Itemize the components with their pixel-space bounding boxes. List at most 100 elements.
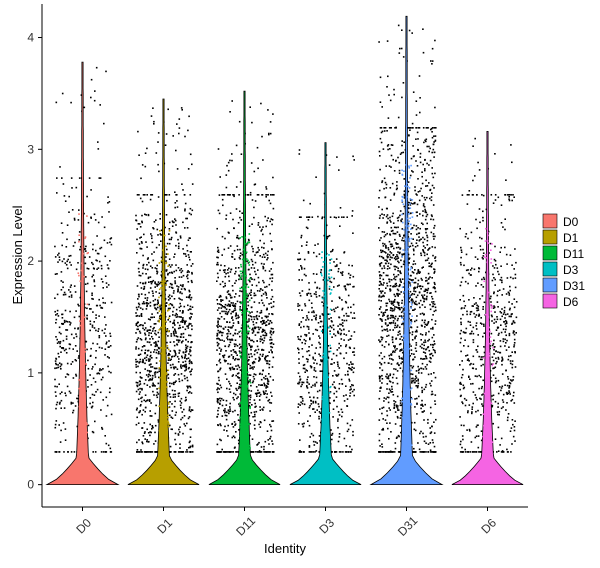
jitter-point [415, 211, 418, 214]
jitter-point [137, 130, 139, 133]
jitter-point [314, 451, 316, 453]
jitter-point [217, 256, 219, 259]
jitter-point [414, 277, 417, 280]
jitter-point [109, 447, 112, 450]
jitter-point [216, 400, 219, 403]
jitter-point [141, 164, 144, 166]
jitter-point [65, 264, 68, 266]
jitter-point [186, 271, 189, 274]
jitter-point [68, 321, 71, 323]
jitter-point [399, 247, 402, 249]
jitter-point [174, 329, 176, 331]
jitter-point [390, 127, 392, 129]
jitter-point [180, 316, 182, 318]
jitter-point [231, 285, 234, 287]
jitter-point [389, 451, 392, 453]
jitter-point [109, 260, 111, 262]
jitter-point [298, 309, 300, 311]
jitter-point [339, 207, 342, 209]
jitter-point [382, 272, 385, 274]
jitter-point [146, 305, 148, 308]
jitter-point [250, 162, 253, 164]
jitter-point [481, 405, 484, 407]
jitter-point [70, 296, 73, 298]
jitter-point [477, 309, 480, 311]
jitter-point [171, 295, 173, 298]
jitter-point [421, 279, 423, 281]
jitter-point [247, 332, 250, 335]
jitter-point [315, 314, 318, 316]
jitter-point [490, 332, 493, 335]
jitter-point [379, 361, 381, 364]
jitter-point [146, 304, 148, 306]
jitter-point [186, 277, 189, 280]
jitter-point [96, 372, 98, 375]
jitter-point [346, 422, 349, 425]
jitter-point [315, 291, 317, 293]
jitter-point [136, 360, 139, 363]
jitter-point [341, 322, 344, 324]
jitter-point [411, 333, 414, 336]
jitter-point [233, 343, 236, 345]
jitter-point [97, 330, 99, 332]
jitter-point [398, 252, 401, 255]
jitter-point [410, 266, 413, 268]
jitter-point [58, 356, 60, 358]
jitter-point [166, 280, 169, 282]
jitter-point [462, 368, 464, 371]
jitter-point [267, 194, 269, 196]
jitter-point [254, 358, 257, 360]
jitter-point [381, 443, 383, 445]
jitter-point [248, 320, 250, 322]
jitter-point [94, 451, 97, 453]
jitter-point [189, 194, 192, 196]
jitter-point [303, 273, 306, 276]
jitter-point [173, 349, 175, 352]
jitter-point [414, 303, 417, 305]
jitter-point [179, 451, 182, 453]
jitter-point [400, 349, 403, 351]
jitter-point [469, 313, 472, 316]
jitter-point [389, 256, 392, 258]
jitter-point [254, 270, 256, 273]
jitter-point [216, 261, 219, 264]
jitter-point [238, 350, 241, 352]
jitter-point [216, 263, 218, 266]
jitter-point [298, 279, 300, 281]
jitter-point [229, 212, 232, 214]
jitter-point [178, 380, 181, 383]
jitter-point [338, 347, 340, 349]
jitter-point [421, 285, 424, 288]
jitter-point [188, 323, 190, 326]
jitter-point [177, 434, 180, 436]
jitter-point [230, 268, 233, 271]
jitter-point [252, 416, 254, 418]
jitter-point [430, 327, 432, 330]
jitter-point [320, 320, 323, 323]
jitter-point [298, 451, 301, 453]
jitter-point [393, 404, 396, 407]
jitter-point [189, 334, 192, 337]
jitter-point [397, 307, 399, 309]
jitter-point [265, 188, 268, 190]
jitter-point [249, 315, 252, 317]
jitter-point [429, 449, 432, 451]
jitter-point [218, 296, 221, 298]
jitter-point [421, 312, 424, 315]
jitter-point [226, 430, 228, 432]
jitter-point [182, 326, 184, 328]
jitter-point [154, 371, 157, 374]
jitter-point [423, 358, 425, 360]
jitter-point [148, 332, 150, 334]
jitter-point [169, 359, 172, 361]
jitter-point [390, 358, 393, 360]
jitter-point [221, 235, 224, 238]
jitter-point [333, 386, 336, 388]
jitter-point [297, 305, 299, 307]
jitter-point [159, 315, 161, 317]
jitter-point [428, 262, 430, 264]
jitter-point [217, 326, 219, 329]
jitter-point [382, 313, 385, 315]
jitter-point [55, 358, 58, 360]
jitter-point [401, 323, 403, 326]
